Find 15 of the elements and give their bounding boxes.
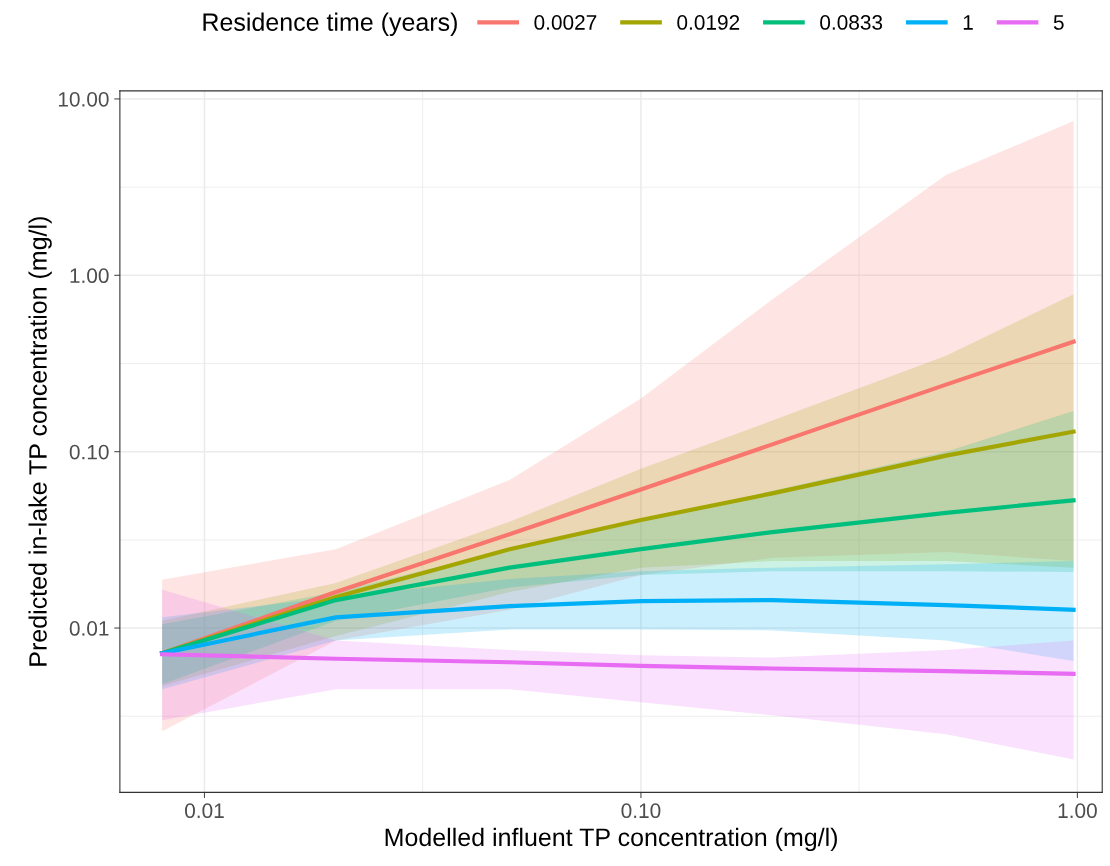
legend-title: Residence time (years) xyxy=(203,12,457,36)
legend-label: 5 xyxy=(1053,15,1064,30)
legend-label: 0.0833 xyxy=(820,15,883,30)
legend-label: 0.0027 xyxy=(534,15,597,30)
y-tick-label: 0.10 xyxy=(69,444,109,460)
y-tick-label: 1.00 xyxy=(70,268,109,284)
x-tick-label: 0.01 xyxy=(185,803,224,819)
x-tick-label: 1.00 xyxy=(1058,803,1097,819)
y-tick-label: 10.00 xyxy=(58,91,109,107)
x-axis-title: Modelled influent TP concentration (mg/l) xyxy=(385,827,837,852)
y-axis-title: Predicted in-lake TP concentration (mg/l) xyxy=(28,217,52,666)
x-tick-label: 0.10 xyxy=(621,803,661,819)
legend-label: 1 xyxy=(963,15,973,30)
y-tick-label: 0.01 xyxy=(69,621,109,636)
legend-label: 0.0192 xyxy=(677,15,740,30)
